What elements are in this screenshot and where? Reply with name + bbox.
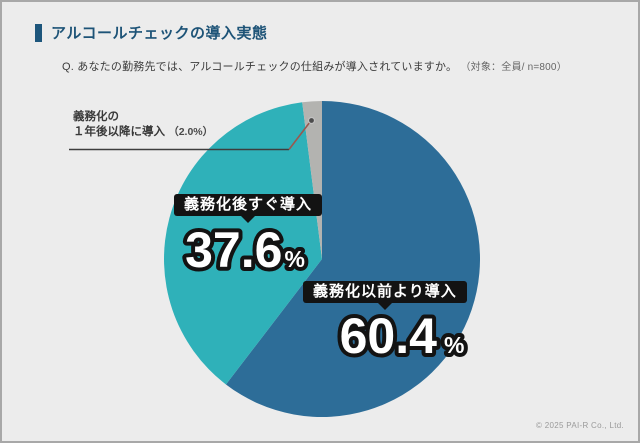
- callout-gray-line2: １年後以降に導入: [73, 126, 165, 138]
- callout-gray-value: （2.0%）: [168, 126, 214, 138]
- label-box-blue-pointer: [377, 303, 392, 310]
- pie-slice: [164, 102, 322, 385]
- copyright: © 2025 PAI-R Co., Ltd.: [536, 421, 624, 430]
- callout-gray-line1: 義務化の: [73, 111, 119, 123]
- pie-chart: 37.6% 60.4%: [164, 101, 480, 417]
- page-header: アルコールチェックの導入実態: [35, 22, 268, 43]
- callout-gray-slice: 義務化の １年後以降に導入 （2.0%）: [73, 110, 213, 140]
- label-box-blue: 義務化以前より導入: [303, 281, 467, 310]
- label-box-teal-pointer: [241, 216, 255, 223]
- question-note: （対象：全員/ n=800）: [460, 62, 567, 73]
- question-text: Q. あなたの勤務先では、アルコールチェックの仕組みが導入されていますか。: [62, 61, 458, 73]
- pie-slice: [225, 101, 480, 417]
- label-box-teal-text: 義務化後すぐ導入: [184, 196, 313, 213]
- survey-question: Q. あなたの勤務先では、アルコールチェックの仕組みが導入されていますか。 （対…: [62, 58, 567, 74]
- page-title: アルコールチェックの導入実態: [51, 25, 268, 42]
- label-box-teal: 義務化後すぐ導入: [174, 194, 323, 223]
- label-box-blue-text: 義務化以前より導入: [313, 283, 457, 300]
- pie-value-blue: 60.4%: [340, 308, 465, 364]
- pie-value-teal: 37.6%: [185, 222, 305, 278]
- title-accent-bar: [35, 23, 42, 42]
